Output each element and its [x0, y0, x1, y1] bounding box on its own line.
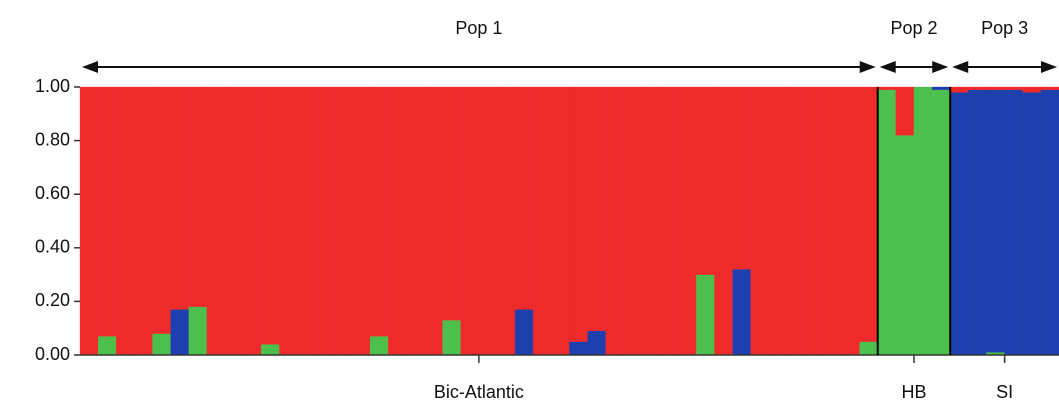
- y-tick-label: 0.40: [35, 237, 70, 257]
- ancestry-segment: [587, 330, 606, 356]
- population-label: Pop 3: [981, 18, 1028, 38]
- ancestry-segment: [351, 86, 371, 356]
- y-tick-label: 1.00: [35, 76, 70, 96]
- population-label: Pop 1: [455, 18, 502, 38]
- ancestry-segment: [152, 333, 171, 356]
- ancestry-segment: [986, 89, 1005, 353]
- ancestry-segment: [514, 86, 534, 310]
- ancestry-segment: [1040, 89, 1059, 356]
- group-label: HB: [901, 382, 926, 402]
- ancestry-segment: [97, 336, 117, 356]
- ancestry-segment: [533, 86, 552, 356]
- group-label: SI: [996, 382, 1013, 402]
- ancestry-segment: [1004, 86, 1023, 90]
- ancestry-segment: [805, 86, 824, 356]
- ancestry-segment: [931, 86, 951, 90]
- ancestry-segment: [369, 86, 389, 337]
- ancestry-segment: [732, 269, 751, 356]
- arrow-head: [1041, 61, 1057, 73]
- ancestry-segment: [496, 86, 516, 356]
- ancestry-segment: [152, 86, 171, 334]
- ancestry-segment: [895, 135, 915, 356]
- arrow-head: [859, 61, 876, 73]
- ancestry-segment: [786, 86, 806, 356]
- ancestry-segment: [968, 89, 987, 356]
- ancestry-segment: [1040, 86, 1059, 90]
- ancestry-segment: [696, 274, 715, 356]
- ancestry-segment: [714, 86, 733, 356]
- ancestry-segment: [605, 86, 625, 356]
- ancestry-segment: [514, 309, 534, 356]
- ancestry-segment: [206, 86, 226, 356]
- ancestry-segment: [79, 86, 99, 356]
- ancestry-segment: [950, 92, 969, 356]
- ancestry-segment: [442, 320, 461, 356]
- ancestry-segment: [623, 86, 643, 356]
- ancestry-segment: [279, 86, 298, 356]
- ancestry-segment: [587, 86, 606, 332]
- ancestry-segment: [188, 86, 208, 307]
- ancestry-segment: [895, 86, 915, 136]
- ancestry-segment: [243, 86, 262, 356]
- ancestry-segment: [659, 86, 679, 356]
- ancestry-segment: [460, 86, 480, 356]
- ancestry-segment: [224, 86, 244, 356]
- ancestry-segment: [950, 86, 969, 93]
- ancestry-segment: [859, 341, 878, 356]
- ancestry-segment: [424, 86, 443, 356]
- ancestry-segment: [406, 86, 425, 356]
- arrow-head: [932, 61, 949, 73]
- ancestry-segment: [696, 86, 715, 275]
- ancestry-segment: [442, 86, 461, 321]
- ancestry-segment: [986, 86, 1005, 90]
- ancestry-segment: [478, 86, 498, 356]
- population-label: Pop 2: [890, 18, 937, 38]
- group-label: Bic-Atlantic: [434, 382, 524, 402]
- y-tick-label: 0.60: [35, 183, 70, 203]
- ancestry-segment: [859, 86, 878, 342]
- ancestry-segment: [1022, 86, 1042, 93]
- ancestry-segment: [823, 86, 842, 356]
- ancestry-segment: [931, 89, 951, 356]
- ancestry-segment: [297, 86, 316, 356]
- y-tick-label: 0.00: [35, 344, 70, 364]
- ancestry-segment: [641, 86, 661, 356]
- ancestry-segment: [750, 86, 770, 356]
- ancestry-segment: [188, 306, 208, 356]
- ancestry-segment: [388, 86, 407, 356]
- y-tick-label: 0.20: [35, 290, 70, 310]
- ancestry-segment: [678, 86, 697, 356]
- ancestry-segment: [170, 309, 189, 356]
- ancestry-segment: [315, 86, 334, 356]
- arrow-head: [952, 61, 969, 73]
- ancestry-segment: [913, 86, 933, 356]
- ancestry-segment: [170, 86, 189, 310]
- ancestry-segment: [877, 86, 896, 90]
- ancestry-segment: [877, 89, 896, 356]
- ancestry-segment: [569, 341, 588, 356]
- ancestry-segment: [1004, 89, 1023, 356]
- ancestry-segment: [768, 86, 788, 356]
- ancestry-segment: [369, 336, 389, 356]
- y-tick-label: 0.80: [35, 129, 70, 149]
- arrow-head: [82, 61, 98, 73]
- ancestry-segment: [261, 86, 280, 345]
- ancestry-segment: [116, 86, 135, 356]
- ancestry-segment: [97, 86, 117, 337]
- arrow-head: [879, 61, 896, 73]
- ancestry-segment: [841, 86, 860, 356]
- ancestry-segment: [134, 86, 153, 356]
- ancestry-segment: [261, 344, 280, 356]
- ancestry-segment: [968, 86, 987, 90]
- ancestry-segment: [569, 86, 588, 342]
- ancestry-segment: [1022, 92, 1042, 356]
- ancestry-segment: [732, 86, 751, 270]
- ancestry-segment: [551, 86, 570, 356]
- ancestry-segment: [333, 86, 353, 356]
